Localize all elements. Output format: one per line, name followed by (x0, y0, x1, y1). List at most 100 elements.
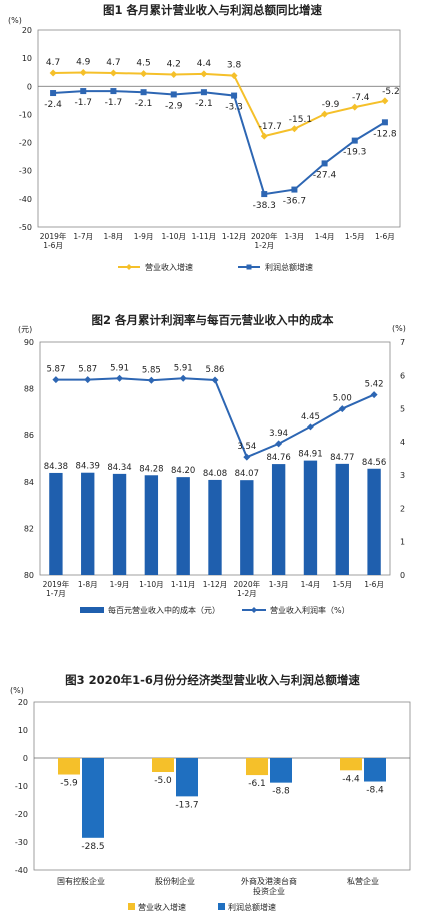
chart-2-ytick-2: 86 (24, 431, 34, 440)
chart-2-y2tick-1: 6 (400, 371, 405, 380)
chart-2-line-point-5 (211, 376, 219, 384)
chart-1-series-1-line (53, 90, 386, 196)
chart-3-series-0-bar-0 (58, 758, 80, 775)
chart-1-series-0-label-5: 4.4 (197, 59, 212, 69)
chart-2-xtick-8: 1-4月 (301, 580, 321, 589)
chart-2-line-label-8: 4.45 (301, 412, 320, 422)
chart-2-line-point-9 (338, 405, 346, 413)
chart-1-xtick-7: 2020年 1-2月 (251, 231, 278, 250)
chart-2-bar-10 (367, 468, 381, 575)
chart-1-series-1-point-0 (50, 90, 57, 97)
chart-1-ytick-3: -10 (19, 110, 32, 119)
chart-2-bar-label-10: 84.56 (362, 458, 386, 468)
chart-1-series-1-label-0: -2.4 (44, 100, 62, 110)
chart-2-xtick-3: 1-10月 (139, 580, 164, 589)
chart-1: 图1 各月累计营业收入与利润总额同比增速 (%) 20 10 0 -10 -20 -30 -… (0, 0, 425, 290)
chart-2-legend-swatch-0 (80, 607, 104, 613)
chart-1-ytick-5: -30 (19, 167, 32, 176)
chart-1-xtick-2: 1-8月 (104, 232, 124, 241)
chart-2-xtick-4: 1-11月 (171, 580, 196, 589)
chart-2-legend-marker-1 (251, 607, 257, 613)
chart-1-series-1-point-9 (321, 160, 328, 167)
chart-2-ytick-3: 84 (24, 478, 34, 487)
chart-2-legend-label-0: 每百元营业收入中的成本（元） (108, 605, 220, 615)
chart-2-y2tick-2: 5 (400, 405, 405, 414)
chart-1-plot: 20 10 0 -10 -20 -30 -40 -50 2019年 1-6月 1-7月 1-8月 1-9… (19, 26, 401, 272)
chart-3-plot: 20 10 0 -10 -20 -30 -40 国有控股企业 股份制企业 外商及港澳台商投资企业 私… (15, 698, 411, 912)
chart-2-line (55, 377, 375, 459)
chart-1-legend-marker-1 (246, 264, 252, 270)
chart-1-series-1-label-8: -36.7 (283, 197, 306, 207)
chart-2-line-point-6 (243, 453, 251, 461)
chart-1-series-0-line (53, 71, 386, 138)
chart-1-series-0-point-7 (260, 132, 268, 140)
chart-1-xtick-3: 1-9月 (134, 232, 154, 241)
chart-2-bar-5 (208, 479, 222, 575)
chart-3-title: 图3 2020年1-6月份分经济类型营业收入与利润总额增速 (65, 673, 360, 687)
chart-3-series-1-label-0: -28.5 (81, 842, 104, 852)
chart-1-xtick-11: 1-6月 (375, 232, 395, 241)
chart-3-series-0-bar-2 (246, 758, 268, 776)
chart-2-xtick-9: 1-5月 (332, 580, 352, 589)
chart-2-legend-label-1: 营业收入利润率（%） (270, 605, 350, 615)
chart-1-series-0-label-6: 3.8 (227, 61, 242, 71)
chart-2-line-label-9: 5.00 (333, 394, 352, 404)
chart-1-xtick-5: 1-11月 (192, 232, 217, 241)
chart-1-series-0-label-10: -7.4 (352, 93, 370, 103)
chart-2-xtick-1: 1-8月 (78, 580, 98, 589)
chart-1-series-1-label-10: -19.3 (343, 148, 366, 158)
chart-1-ytick-0: 20 (22, 26, 32, 35)
chart-2-y2tick-3: 4 (400, 438, 405, 447)
chart-3-ytick-6: -40 (15, 866, 28, 875)
chart-2-line-point-2 (116, 374, 124, 382)
chart-1-xtick-4: 1-10月 (161, 232, 186, 241)
chart-3-legend-swatch-1 (218, 903, 225, 910)
chart-1-series-1-label-5: -2.1 (195, 99, 213, 109)
chart-1-legend-label-0: 营业收入增速 (145, 262, 193, 272)
chart-3-series-0-bar-3 (340, 758, 362, 771)
chart-2-bar-6 (240, 480, 254, 575)
chart-1-xtick-6: 1-12月 (222, 232, 247, 241)
chart-3-series-0-bar-1 (152, 758, 174, 772)
chart-3-series-0-label-0: -5.9 (60, 779, 78, 789)
chart-2-bar-0 (49, 472, 63, 575)
chart-2-bar-label-2: 84.34 (107, 463, 131, 473)
chart-1-series-0-point-8 (290, 125, 298, 133)
chart-3-xtick-3: 私营企业 (347, 876, 379, 886)
chart-3-series-1-bar-1 (176, 758, 198, 797)
chart-3-xtick-0: 国有控股企业 (57, 876, 105, 886)
chart-2-xtick-2: 1-9月 (110, 580, 130, 589)
chart-2-line-label-2: 5.91 (110, 363, 129, 373)
chart-3-series-0-label-3: -4.4 (342, 774, 360, 784)
chart-1-ytick-4: -20 (19, 139, 32, 148)
chart-3: 图3 2020年1-6月份分经济类型营业收入与利润总额增速 (%) 20 10 0 -… (0, 660, 425, 917)
chart-1-series-0-label-11: -5.2 (382, 87, 400, 97)
chart-1-series-1-label-4: -2.9 (165, 101, 183, 111)
chart-2-bar-3 (144, 475, 159, 575)
chart-2-bar-1 (81, 472, 95, 575)
chart-3-xtick-2: 外商及港澳台商投资企业 (241, 876, 297, 896)
chart-3-ytick-5: -30 (15, 838, 28, 847)
chart-3-series-0-label-1: -5.0 (154, 776, 172, 786)
chart-2-line-point-7 (275, 440, 283, 448)
chart-3-series-0-label-2: -6.1 (248, 779, 266, 789)
chart-2-bar-9 (335, 463, 349, 575)
chart-1-series-1-point-3 (140, 89, 147, 96)
chart-3-ytick-0: 20 (18, 698, 28, 707)
chart-1-xtick-8: 1-3月 (285, 232, 305, 241)
chart-1-series-0-point-3 (140, 70, 148, 78)
chart-2-y2tick-7: 0 (400, 571, 405, 580)
chart-2-line-point-4 (179, 374, 187, 382)
chart-2-line-label-4: 5.91 (174, 363, 193, 373)
chart-1-series-1-point-4 (170, 91, 177, 98)
chart-1-series-0-point-5 (200, 70, 208, 78)
chart-2-line-label-1: 5.87 (78, 365, 97, 375)
chart-2-ytick-4: 82 (24, 524, 34, 533)
chart-2-ylabel: (元) (18, 325, 33, 334)
chart-1-series-1-label-7: -38.3 (253, 201, 276, 211)
chart-1-series-1-label-11: -12.8 (373, 129, 397, 139)
chart-2-xtick-7: 1-3月 (269, 580, 289, 589)
chart-1-ytick-2: 0 (27, 82, 32, 91)
chart-1-series-1-point-2 (110, 88, 117, 95)
chart-3-ytick-2: 0 (23, 754, 28, 763)
